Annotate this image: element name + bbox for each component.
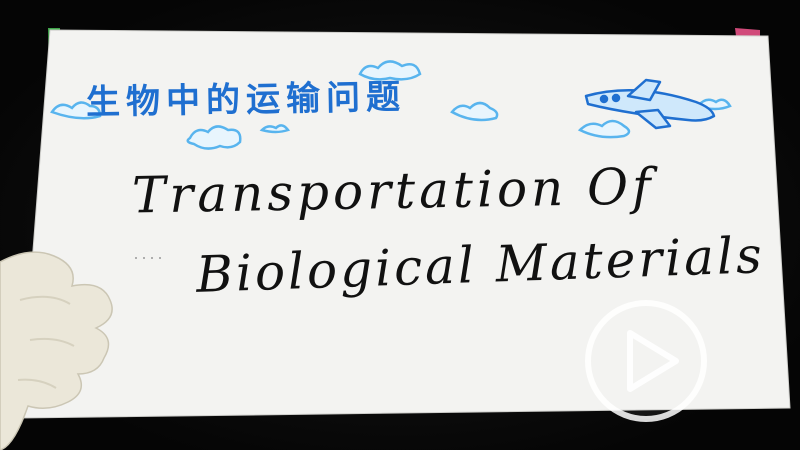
english-title-line-1: Transportation Of (131, 157, 656, 225)
cloud-decoration (50, 60, 732, 150)
airplane-icon (584, 78, 716, 130)
play-button[interactable] (582, 297, 710, 425)
ink-dots (135, 257, 161, 259)
play-circle-icon (585, 300, 707, 422)
chinese-title: 生物中的运输问题 (85, 77, 407, 123)
